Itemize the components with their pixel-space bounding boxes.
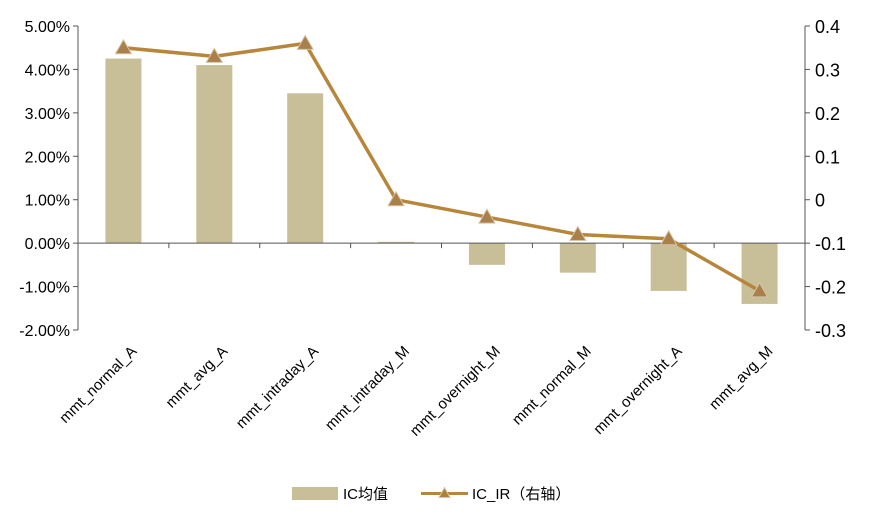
category-label-mmt-avg-a: mmt_avg_A bbox=[163, 343, 232, 412]
ic-ir-point-mmt-intraday-a bbox=[296, 34, 315, 50]
line-group bbox=[114, 34, 769, 298]
right-tick-label: 0.1 bbox=[815, 147, 840, 167]
right-tick-label: 0.4 bbox=[815, 17, 840, 37]
bar-mmt-avg-a bbox=[196, 65, 233, 244]
left-axis-ticks: 5.00% 4.00% 3.00% 2.00% 1.00% 0.00% -1.00% -2.0… bbox=[19, 19, 78, 340]
left-tick-label: -2.00% bbox=[19, 323, 70, 340]
left-tick-label: 3.00% bbox=[25, 106, 70, 123]
category-label-mmt-intraday-a: mmt_intraday_A bbox=[233, 343, 322, 432]
bar-mmt-normal-m bbox=[559, 243, 596, 273]
ic-ir-line bbox=[123, 41, 761, 293]
right-tick-label: -0.3 bbox=[815, 321, 846, 341]
right-tick-label: 0 bbox=[815, 191, 825, 211]
ic-ir-point-mmt-overnight-m bbox=[478, 208, 496, 224]
legend-swatch-ic-mean bbox=[292, 487, 338, 500]
left-tick-label: 0.00% bbox=[25, 236, 70, 253]
ic-ir-point-mmt-overnight-a bbox=[659, 229, 678, 246]
ic-ir-point-mmt-intraday-m bbox=[387, 190, 405, 207]
bar-mmt-intraday-m bbox=[378, 241, 415, 244]
bar-mmt-normal-a bbox=[105, 58, 142, 244]
category-labels: mmt_normal_A mmt_avg_A mmt_intraday_A mmt_i… bbox=[56, 343, 776, 440]
left-tick-label: 4.00% bbox=[25, 62, 70, 79]
left-tick-label: 1.00% bbox=[25, 193, 70, 210]
category-label-mmt-overnight-a: mmt_overnight_A bbox=[590, 343, 685, 438]
right-tick-label: 0.2 bbox=[815, 104, 840, 124]
left-tick-label: 2.00% bbox=[25, 149, 70, 166]
ic-ir-point-mmt-normal-a bbox=[114, 38, 133, 55]
left-tick-label: -1.00% bbox=[19, 280, 70, 297]
left-tick-label: 5.00% bbox=[25, 19, 70, 36]
category-label-mmt-overnight-m: mmt_overnight_M bbox=[407, 343, 504, 440]
axes-group bbox=[77, 26, 806, 330]
ic-ir-point-mmt-normal-m bbox=[568, 225, 587, 241]
legend-marker-ic-ir bbox=[438, 486, 451, 498]
legend-label-ic-ir: IC_IR（右轴） bbox=[472, 486, 570, 503]
category-label-mmt-normal-m: mmt_normal_M bbox=[509, 343, 595, 429]
bars-group bbox=[105, 58, 778, 304]
bar-mmt-overnight-m bbox=[468, 243, 505, 265]
ic-ir-point-mmt-avg-m bbox=[750, 281, 769, 298]
right-axis-ticks: 0.4 0.3 0.2 0.1 0 -0.1 -0.2 -0.3 bbox=[805, 17, 846, 341]
bar-mmt-intraday-a bbox=[287, 93, 324, 244]
right-tick-label: -0.2 bbox=[815, 278, 846, 298]
category-label-mmt-normal-a: mmt_normal_A bbox=[56, 343, 140, 427]
category-label-mmt-avg-m: mmt_avg_M bbox=[706, 343, 776, 413]
legend-label-ic-mean: IC均值 bbox=[343, 486, 388, 503]
legend: IC均值 IC_IR（右轴） bbox=[292, 486, 570, 503]
category-label-mmt-intraday-m: mmt_intraday_M bbox=[322, 343, 413, 434]
bar-mmt-overnight-a bbox=[650, 243, 687, 291]
ic-ir-point-mmt-avg-a bbox=[205, 47, 224, 63]
right-tick-label: -0.1 bbox=[815, 234, 846, 254]
right-tick-label: 0.3 bbox=[815, 60, 840, 80]
